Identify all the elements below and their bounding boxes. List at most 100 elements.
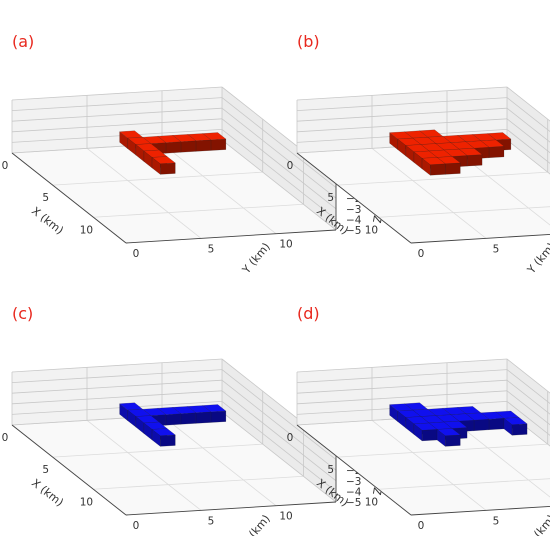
grid-line — [506, 358, 550, 394]
y-tick-label: 5 — [493, 515, 500, 527]
z-tick-label: −3 — [346, 476, 361, 488]
grid-line — [378, 206, 550, 218]
axis-edge — [11, 424, 127, 516]
grid-line — [221, 107, 337, 199]
grid-line — [506, 86, 550, 122]
grid-line — [506, 401, 550, 436]
grid-line — [506, 118, 550, 154]
y-tick-label: 5 — [493, 243, 500, 255]
pane-xz — [222, 359, 336, 502]
pane-floor — [297, 412, 550, 515]
grid-line — [506, 369, 550, 405]
grid-line — [296, 358, 508, 373]
grid-line — [371, 420, 487, 511]
panel-label: (d) — [297, 304, 320, 323]
x-tick-label: 0 — [287, 432, 294, 444]
panel-label: (b) — [297, 32, 320, 51]
grid-line — [221, 129, 337, 220]
grid-line — [506, 139, 550, 175]
voxel-block — [436, 428, 461, 447]
grid-line — [11, 97, 223, 111]
z-tick-label: −5 — [346, 497, 361, 509]
grid-line — [221, 118, 337, 210]
y-axis-title: Y (km) — [239, 512, 273, 536]
x-tick-label: 5 — [327, 192, 334, 204]
grid-line — [296, 118, 508, 133]
y-tick-label: 0 — [133, 248, 140, 260]
axis-edge — [125, 229, 337, 244]
axis-edge — [410, 233, 550, 244]
grid-line — [11, 390, 223, 405]
grid-line — [337, 443, 548, 458]
grid-line — [11, 118, 223, 133]
z-tick-label: −3 — [346, 204, 361, 216]
grid-line — [296, 369, 508, 383]
axis-edge — [296, 424, 412, 516]
grid-line — [221, 390, 337, 482]
grid-line — [296, 379, 508, 394]
z-tick-label: −4 — [346, 214, 362, 226]
y-axis-title: Y (km) — [524, 512, 550, 536]
x-tick-label: 5 — [42, 192, 49, 204]
grid-line — [11, 379, 223, 394]
x-axis-title: X (km) — [29, 204, 66, 237]
x-tick-label: 10 — [365, 224, 378, 236]
y-tick-label: 0 — [418, 520, 425, 532]
grid-line — [506, 390, 550, 426]
grid-line — [93, 475, 304, 490]
panel-2: 051005100−1−2−3−4−5X (km)Y (km)Z (km)(c) — [2, 304, 390, 536]
grid-line — [11, 86, 223, 101]
grid-line — [86, 148, 202, 239]
grid-line — [11, 369, 223, 383]
grid-line — [221, 369, 337, 460]
x-tick-label: 5 — [42, 464, 49, 476]
grid-line — [506, 107, 550, 143]
grid-line — [93, 203, 304, 218]
x-tick-label: 5 — [327, 464, 334, 476]
voxel-block — [151, 156, 176, 175]
grid-line — [11, 129, 223, 143]
y-tick-label: 0 — [133, 520, 140, 532]
grid-line — [296, 390, 508, 405]
grid-line — [337, 171, 548, 186]
pane-xz — [222, 87, 336, 230]
grid-line — [11, 358, 223, 373]
grid-line — [221, 401, 337, 492]
grid-line — [221, 411, 337, 503]
grid-line — [86, 420, 202, 511]
y-tick-label: 10 — [279, 511, 292, 523]
panel-label: (a) — [12, 32, 34, 51]
x-axis-title: X (km) — [29, 476, 66, 509]
grid-line — [296, 107, 508, 122]
voxel-block — [151, 428, 176, 447]
x-tick-label: 10 — [80, 224, 93, 236]
panel-1: 051005100−1−2−3−4−5X (km)Y (km)Z (km)(b) — [287, 32, 550, 277]
grid-line — [11, 401, 223, 415]
grid-line — [52, 443, 263, 458]
grid-line — [221, 139, 337, 231]
x-tick-label: 10 — [80, 496, 93, 508]
axis-edge — [11, 152, 127, 244]
grid-line — [506, 379, 550, 415]
y-tick-label: 5 — [208, 515, 215, 527]
voxel-block — [421, 157, 446, 176]
axis-edge — [125, 501, 337, 516]
grid-line — [378, 478, 550, 490]
x-tick-label: 10 — [365, 496, 378, 508]
panel-0: 051005100−1−2−3−4−5X (km)Y (km)Z (km)(a) — [2, 32, 390, 277]
axis-edge — [410, 505, 550, 516]
grid-line — [221, 97, 337, 188]
voxel-block — [503, 417, 528, 436]
grid-line — [296, 97, 508, 111]
x-tick-label: 0 — [2, 432, 9, 444]
grid-line — [11, 107, 223, 122]
axis-edge — [296, 152, 412, 244]
grid-line — [161, 143, 277, 235]
y-axis-title: Y (km) — [524, 240, 550, 277]
y-tick-label: 0 — [418, 248, 425, 260]
z-tick-label: −4 — [346, 486, 362, 498]
pane-floor — [297, 140, 550, 243]
z-tick-label: −5 — [346, 225, 361, 237]
grid-line — [506, 129, 550, 164]
